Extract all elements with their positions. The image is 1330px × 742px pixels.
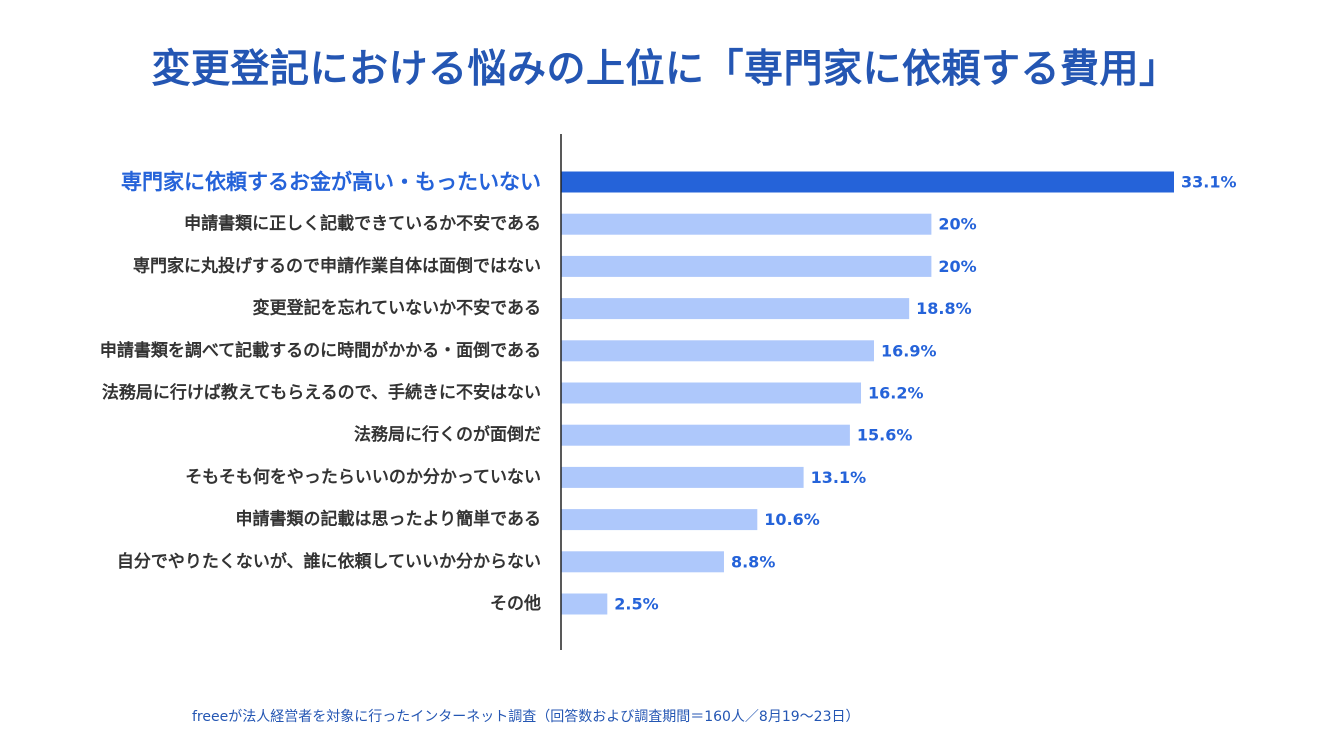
value-label-0: 33.1% xyxy=(1181,173,1237,192)
bar-4 xyxy=(561,340,874,362)
value-label-1: 20% xyxy=(938,215,976,234)
category-label-2: 専門家に丸投げするので申請作業自体は面倒ではない xyxy=(133,255,541,276)
bar-0 xyxy=(561,171,1174,193)
bar-1 xyxy=(561,213,932,235)
bar-10 xyxy=(561,593,608,615)
value-label-8: 10.6% xyxy=(764,510,820,529)
value-label-4: 16.9% xyxy=(881,341,937,360)
bar-5 xyxy=(561,382,862,404)
category-label-6: 法務局に行くのが面倒だ xyxy=(354,424,541,445)
category-label-8: 申請書類の記載は思ったより簡単である xyxy=(236,509,542,530)
survey-footnote: freeeが法人経営者を対象に行ったインターネット調査（回答数および調査期間＝1… xyxy=(192,709,860,725)
bar-2 xyxy=(561,255,932,277)
bars-layer: 専門家に依頼するお金が高い・もったいない 33.1% 申請書類に正しく記載できている… xyxy=(100,170,1237,615)
value-label-3: 18.8% xyxy=(916,299,972,318)
category-label-10: その他 xyxy=(490,593,541,614)
value-label-2: 20% xyxy=(938,257,976,276)
category-label-1: 申請書類に正しく記載できているか不安である xyxy=(184,213,541,234)
value-label-9: 8.8% xyxy=(731,552,775,571)
category-label-3: 変更登記を忘れていないか不安である xyxy=(253,298,541,319)
bar-9 xyxy=(561,551,724,573)
bar-6 xyxy=(561,424,850,446)
value-label-7: 13.1% xyxy=(811,468,867,487)
value-label-5: 16.2% xyxy=(868,384,924,403)
chart-title: 変更登記における悩みの上位に「専門家に依頼する費用」 xyxy=(151,47,1179,92)
value-label-10: 2.5% xyxy=(614,595,658,614)
category-label-7: そもそも何をやったらいいのか分かっていない xyxy=(185,466,541,487)
bar-8 xyxy=(561,509,758,531)
category-label-4: 申請書類を調べて記載するのに時間がかかる・面倒である xyxy=(100,340,541,361)
bar-7 xyxy=(561,466,804,488)
category-label-5: 法務局に行けば教えてもらえるので、手続きに不安はない xyxy=(102,382,541,403)
category-label-0: 専門家に依頼するお金が高い・もったいない xyxy=(121,170,541,194)
value-label-6: 15.6% xyxy=(857,426,913,445)
category-label-9: 自分でやりたくないが、誰に依頼していいか分からない xyxy=(117,551,541,572)
bar-3 xyxy=(561,298,910,320)
